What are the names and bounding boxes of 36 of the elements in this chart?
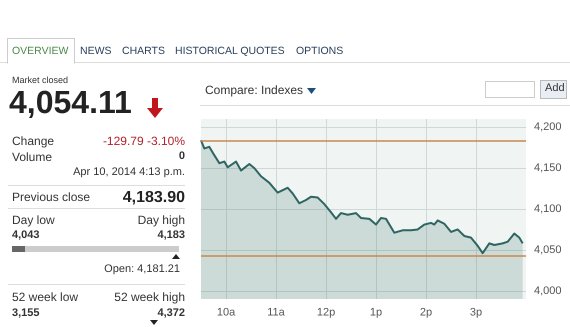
x-tick-label: 11a [267,306,286,318]
text: CHARTS [122,45,165,57]
x-tick-label: 2p [420,306,432,318]
text: OVERVIEW [12,45,68,57]
text: NEWS [80,45,112,57]
x-tick-label: 12p [316,306,336,318]
text: Change [12,134,54,148]
text: -129.79 -3.10% [102,134,185,148]
text: 52 week low [12,290,78,304]
y-tick-label: 4,050 [534,244,562,256]
text: 4,054.11 [9,84,132,121]
y-tick-label: 4,000 [534,284,562,297]
text: 4,043 [12,229,40,241]
x-tick-label: 1p [370,306,382,318]
text: 4,183 [157,229,185,241]
x-tick-label: 3p [470,306,482,318]
text: 52 week high [114,290,185,304]
text: HISTORICAL QUOTES [175,45,285,57]
text: Volume [12,150,52,164]
y-tick-label: 4,150 [534,162,562,174]
text: Apr 10, 2014 4:13 p.m. [73,166,185,178]
x-tick-label: 10a [216,306,236,318]
text: Previous close [12,190,90,204]
y-tick-label: 4,100 [534,203,562,215]
text: 3,155 [12,307,40,319]
text: OPTIONS [296,45,344,57]
text: Market closed [12,75,68,85]
text: 0 [178,150,185,162]
text: Day high [138,213,185,227]
text: 4,372 [157,307,185,319]
text: Add [545,82,565,94]
text: Day low [12,213,55,227]
y-tick-label: 4,200 [534,121,562,134]
text: 4,183.90 [122,189,185,207]
text: Compare: Indexes [205,83,304,97]
text: Open: 4,181.21 [104,263,180,275]
